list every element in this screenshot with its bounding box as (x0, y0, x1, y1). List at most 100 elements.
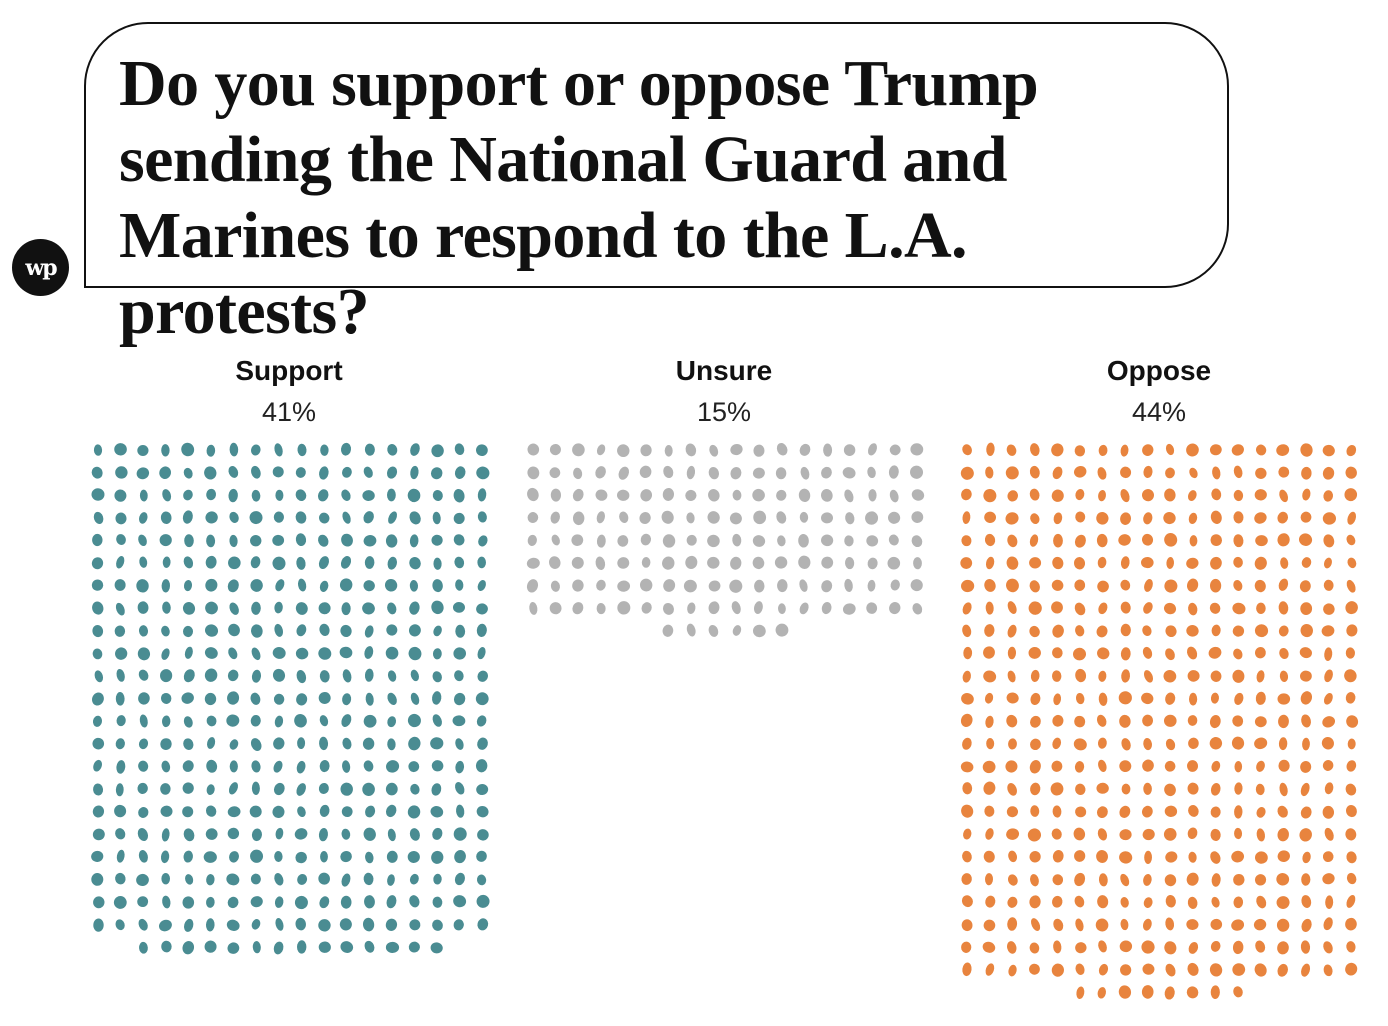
dot-unsure (752, 467, 765, 479)
dot-oppose (1098, 444, 1108, 457)
dot-oppose (962, 624, 972, 638)
dot-oppose (1187, 827, 1198, 839)
dot-oppose (1301, 466, 1312, 480)
dot-support (478, 535, 488, 547)
dot-oppose (1234, 692, 1244, 705)
dot-unsure (753, 444, 765, 457)
dot-support (318, 556, 329, 570)
dot-oppose (1165, 443, 1175, 456)
dot-support (453, 827, 467, 841)
dot-oppose (1120, 489, 1130, 503)
dot-support (385, 782, 398, 796)
dot-oppose (985, 556, 995, 570)
dot-oppose (1210, 556, 1222, 570)
dot-unsure (799, 443, 811, 456)
dot-oppose (1277, 533, 1290, 547)
dot-oppose (1346, 445, 1357, 457)
dot-oppose (984, 579, 996, 592)
dot-oppose (1256, 828, 1265, 842)
dot-unsure (777, 535, 786, 547)
dot-unsure (888, 465, 899, 479)
dot-oppose (1346, 715, 1359, 728)
dot-oppose (1322, 851, 1334, 863)
dot-support (317, 489, 329, 502)
dot-unsure (573, 467, 583, 480)
dot-support (229, 534, 238, 548)
dot-support (318, 647, 332, 660)
dot-oppose (1076, 986, 1085, 1000)
dot-support (294, 713, 307, 728)
dot-oppose (1211, 624, 1221, 637)
dot-unsure (910, 465, 924, 479)
dot-support (295, 917, 306, 931)
dot-support (206, 488, 217, 501)
dot-support (115, 738, 125, 750)
dot-support (205, 918, 215, 932)
dot-support (385, 918, 398, 931)
dot-unsure (752, 556, 765, 570)
dot-oppose (1120, 896, 1129, 908)
dot-support (249, 511, 263, 525)
dot-oppose (1075, 693, 1085, 705)
dot-support (251, 760, 261, 773)
dot-support (92, 805, 105, 818)
dot-unsure (662, 534, 676, 548)
dot-oppose (1074, 872, 1086, 887)
dot-support (204, 647, 218, 659)
dot-support (410, 465, 419, 480)
dot-oppose (1030, 874, 1039, 887)
dot-support (226, 873, 240, 886)
dot-oppose (1073, 465, 1087, 478)
dot-support (318, 827, 328, 842)
dot-unsure (526, 557, 540, 569)
dot-support (115, 783, 124, 797)
dot-support (318, 602, 331, 615)
dot-support (160, 783, 171, 795)
dot-support (409, 919, 421, 931)
dot-unsure (596, 444, 606, 456)
dot-support (297, 873, 308, 885)
dot-oppose (1345, 466, 1357, 479)
dot-oppose (1029, 488, 1040, 501)
dot-oppose (1277, 850, 1290, 863)
dot-oppose (1210, 510, 1222, 524)
dot-support (362, 782, 375, 796)
dot-unsure (911, 535, 923, 548)
dot-support (115, 692, 125, 706)
dot-oppose (1211, 873, 1221, 887)
dot-unsure (774, 556, 788, 569)
dot-support (161, 625, 170, 637)
dot-unsure (616, 489, 630, 501)
dot-oppose (1097, 828, 1108, 841)
dot-oppose (1143, 512, 1153, 525)
dot-unsure (730, 556, 742, 570)
dot-support (340, 442, 352, 456)
dot-support (318, 941, 331, 953)
dot-oppose (1118, 985, 1132, 999)
dot-oppose (1255, 535, 1268, 547)
dot-oppose (1189, 535, 1198, 547)
dot-support (250, 896, 263, 908)
dot-support (476, 623, 487, 637)
dot-oppose (1144, 579, 1153, 592)
dot-oppose (1163, 714, 1177, 727)
dot-support (139, 512, 148, 524)
dot-support (251, 919, 261, 930)
dot-support (204, 940, 217, 953)
dot-group-support (91, 442, 490, 955)
dot-unsure (550, 580, 560, 592)
dot-unsure (732, 533, 742, 547)
dot-oppose (1299, 647, 1312, 659)
dot-oppose (1209, 963, 1223, 977)
dot-oppose (1300, 623, 1313, 638)
dot-oppose (1053, 693, 1062, 706)
dot-oppose (984, 624, 995, 637)
dot-support (228, 488, 238, 503)
dot-unsure (549, 602, 562, 615)
dot-oppose (1028, 601, 1042, 615)
dot-group-oppose (960, 442, 1359, 1000)
dot-support (454, 670, 464, 682)
dot-support (363, 714, 377, 728)
dot-oppose (1232, 940, 1244, 955)
